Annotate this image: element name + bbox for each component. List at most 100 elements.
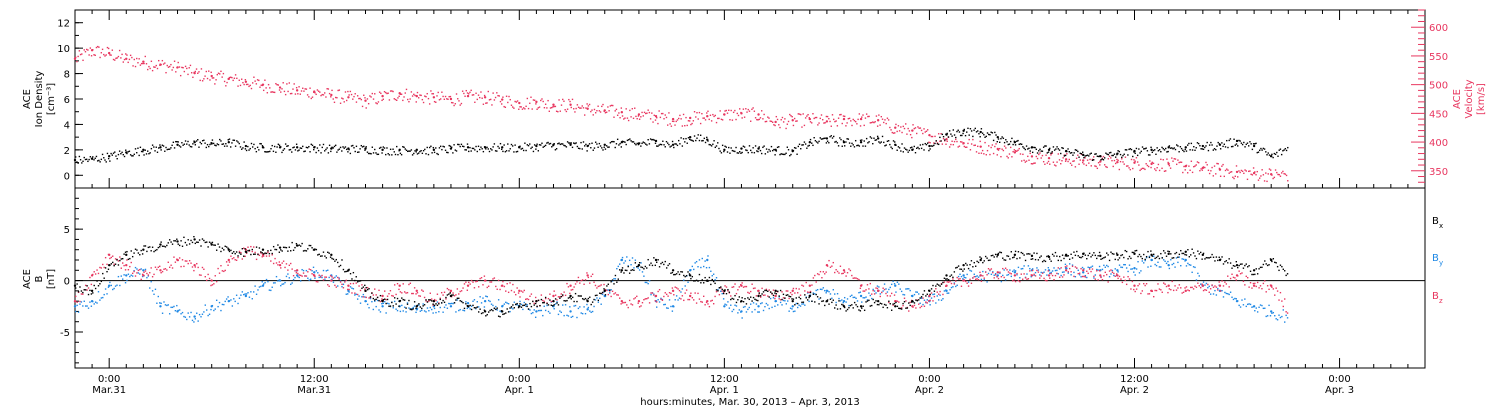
- density-marker: [140, 150, 143, 153]
- bz-marker: [1218, 281, 1220, 283]
- density-marker: [950, 133, 952, 135]
- bz-marker-point: [330, 279, 333, 282]
- by-marker: [977, 276, 980, 278]
- bz-marker: [1120, 278, 1122, 280]
- bx-marker: [329, 256, 332, 258]
- bz-marker: [1264, 280, 1266, 282]
- bx-marker: [550, 304, 553, 306]
- density-marker: [536, 143, 538, 145]
- density-marker: [104, 159, 106, 161]
- velocity-marker: [1268, 168, 1271, 170]
- density-marker: [212, 142, 215, 145]
- by-marker: [170, 306, 172, 309]
- velocity-marker: [750, 120, 752, 122]
- velocity-marker: [515, 101, 518, 103]
- velocity-marker: [1230, 171, 1233, 173]
- density-marker: [629, 138, 631, 140]
- velocity-marker: [791, 116, 793, 118]
- bz-marker: [534, 296, 537, 299]
- by-marker: [123, 274, 125, 276]
- bx-marker: [240, 253, 242, 255]
- bz-marker: [201, 266, 204, 269]
- velocity-marker: [316, 89, 319, 91]
- bx-marker: [846, 308, 849, 311]
- bx-marker-point: [313, 248, 316, 251]
- density-marker: [1112, 154, 1114, 157]
- bz-marker: [527, 298, 530, 301]
- bx-marker: [96, 280, 98, 282]
- velocity-marker: [1147, 165, 1150, 168]
- by-marker-point: [1013, 271, 1017, 274]
- velocity-marker: [1221, 165, 1223, 167]
- density-marker: [825, 142, 828, 144]
- by-marker: [562, 304, 564, 306]
- bz-marker: [909, 301, 911, 304]
- bz-marker: [987, 268, 990, 270]
- velocity-marker: [375, 102, 377, 104]
- by-marker: [168, 313, 171, 315]
- density-marker: [284, 143, 287, 145]
- density-marker: [100, 158, 103, 161]
- bx-marker: [571, 296, 574, 299]
- by-marker: [426, 307, 429, 309]
- density-marker-point: [1116, 152, 1119, 155]
- velocity-marker: [808, 117, 810, 119]
- density-marker: [381, 152, 383, 154]
- bz-marker: [1241, 272, 1243, 274]
- density-marker: [244, 148, 247, 150]
- bz-marker: [250, 245, 252, 248]
- by-marker: [796, 306, 799, 309]
- by-marker-point: [842, 299, 846, 303]
- by-marker: [94, 301, 97, 303]
- bx-marker: [812, 293, 815, 295]
- velocity-marker: [342, 98, 344, 100]
- velocity-marker: [773, 124, 775, 126]
- velocity-marker: [394, 98, 397, 101]
- density-marker: [350, 145, 353, 147]
- bx-marker: [789, 296, 792, 298]
- bx-marker: [82, 291, 84, 294]
- bx-marker-point: [911, 299, 914, 303]
- density-marker: [405, 149, 408, 151]
- bz-marker: [982, 275, 984, 277]
- bz-marker: [1106, 273, 1108, 276]
- bx-marker: [475, 307, 477, 309]
- bx-marker: [153, 250, 155, 253]
- by-marker: [888, 288, 890, 291]
- bz-marker: [603, 283, 605, 286]
- velocity-marker: [787, 120, 790, 123]
- density-marker: [668, 143, 670, 146]
- velocity-marker: [546, 107, 548, 109]
- density-marker: [455, 150, 458, 152]
- velocity-marker: [704, 119, 707, 121]
- by-marker: [955, 285, 957, 288]
- by-marker: [815, 289, 817, 292]
- velocity-marker: [629, 109, 631, 112]
- velocity-marker: [560, 104, 563, 106]
- density-marker: [1154, 149, 1156, 151]
- bx-marker: [238, 252, 241, 254]
- bz-marker: [832, 261, 834, 264]
- velocity-marker: [712, 113, 714, 116]
- density-marker: [344, 146, 347, 148]
- by-marker: [1212, 293, 1215, 295]
- density-marker: [803, 141, 806, 143]
- density-marker: [804, 143, 807, 145]
- bz-marker: [750, 290, 752, 293]
- density-marker: [604, 148, 607, 150]
- by-marker: [1070, 274, 1072, 276]
- bz-marker: [433, 298, 436, 301]
- by-marker: [929, 304, 931, 306]
- by-marker-point: [945, 289, 948, 293]
- bz-marker: [1148, 293, 1151, 295]
- density-marker: [958, 131, 961, 133]
- bz-marker: [1023, 273, 1025, 275]
- velocity-marker: [952, 143, 955, 146]
- bx-marker: [747, 297, 749, 299]
- velocity-marker: [530, 96, 532, 98]
- density-marker: [136, 151, 138, 154]
- by-marker: [376, 299, 379, 302]
- bx-marker: [213, 244, 215, 246]
- velocity-marker: [345, 99, 348, 102]
- density-marker: [288, 149, 291, 151]
